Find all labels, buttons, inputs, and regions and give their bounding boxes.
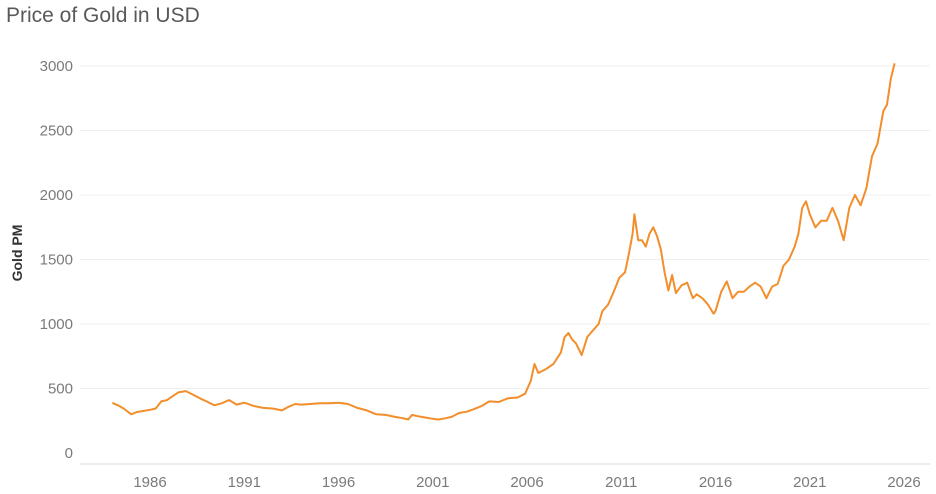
y-tick-label: 0 bbox=[65, 445, 73, 462]
y-tick-label: 1000 bbox=[40, 316, 73, 333]
x-tick-label: 2016 bbox=[699, 474, 732, 491]
x-tick-label: 2021 bbox=[793, 474, 826, 491]
x-tick-label: 2006 bbox=[510, 474, 543, 491]
y-tick-label: 2500 bbox=[40, 123, 73, 140]
y-tick-label: 500 bbox=[48, 381, 73, 398]
gridlines bbox=[80, 65, 930, 389]
series-line-gold-pm bbox=[111, 63, 896, 421]
y-axis-title: Gold PM bbox=[9, 225, 25, 282]
series-group bbox=[111, 63, 896, 421]
x-tick-label: 1986 bbox=[133, 474, 166, 491]
x-axis: 1986 1991 1996 2001 2006 2011 2016 2021 2026 bbox=[133, 474, 920, 491]
y-tick-label: 1500 bbox=[40, 252, 73, 269]
x-tick-label: 2011 bbox=[605, 474, 637, 491]
x-tick-label: 2026 bbox=[887, 474, 920, 491]
x-tick-label: 1991 bbox=[228, 474, 261, 491]
y-tick-label: 3000 bbox=[40, 58, 73, 75]
y-axis: 0 500 1000 1500 2000 2500 3000 bbox=[40, 58, 73, 462]
x-tick-label: 2001 bbox=[416, 474, 449, 491]
chart-title: Price of Gold in USD bbox=[6, 4, 200, 27]
y-tick-label: 2000 bbox=[40, 187, 73, 204]
x-tick-label: 1996 bbox=[322, 474, 355, 491]
